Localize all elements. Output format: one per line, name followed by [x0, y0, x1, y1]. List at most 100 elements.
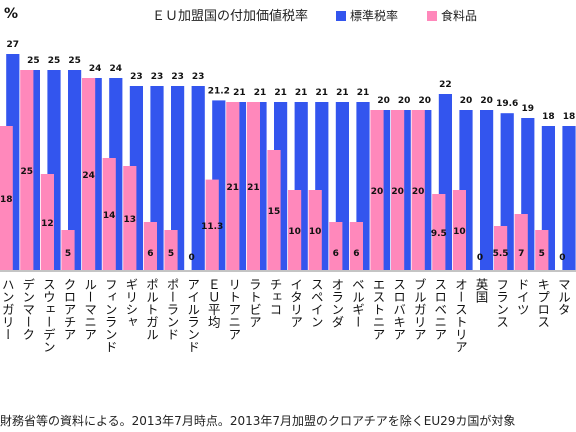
category-label-14: イタリア — [288, 278, 303, 328]
bar-food-15 — [308, 190, 322, 270]
category-label-19: スロバキア — [391, 278, 406, 341]
bar-food-3 — [61, 230, 75, 270]
category-label-21: スロベニア — [432, 278, 447, 341]
label-standard-22: 20 — [460, 96, 473, 106]
category-label-15: スペイン — [309, 278, 324, 328]
category-label-8: ポーランド — [165, 278, 180, 341]
label-food-21: 9.5 — [431, 229, 447, 239]
label-food-10: 11.3 — [201, 222, 223, 232]
category-label-22: オーストリア — [453, 278, 468, 353]
label-standard-23: 20 — [480, 96, 493, 106]
label-food-23: 0 — [477, 253, 483, 263]
y-axis-unit: % — [4, 6, 18, 22]
legend: 標準税率 食料品 — [336, 8, 477, 23]
label-standard-4: 24 — [89, 64, 102, 74]
label-standard-17: 21 — [357, 88, 370, 98]
bar-food-14 — [288, 190, 302, 270]
label-standard-3: 25 — [68, 56, 81, 66]
bar-food-16 — [329, 222, 343, 270]
label-standard-27: 18 — [563, 112, 576, 122]
category-label-12: ラトビア — [247, 278, 262, 328]
label-standard-0: 27 — [7, 40, 20, 50]
bar-food-1 — [20, 70, 34, 270]
bar-food-13 — [267, 150, 281, 270]
label-standard-15: 21 — [316, 88, 329, 98]
label-food-7: 6 — [147, 249, 153, 259]
label-standard-12: 21 — [254, 88, 267, 98]
label-food-20: 20 — [412, 187, 425, 197]
bar-food-2 — [40, 174, 54, 270]
label-food-14: 10 — [288, 227, 301, 237]
label-food-16: 6 — [333, 249, 339, 259]
label-standard-11: 21 — [233, 88, 246, 98]
bar-food-12 — [246, 102, 260, 270]
label-food-4: 24 — [82, 171, 95, 181]
bar-food-18 — [370, 110, 384, 270]
category-label-27: マルタ — [556, 278, 571, 316]
bars-group: 27 18 25 25 25 12 25 5 24 24 24 14 23 13 23 6 23 5 23 0 21.2… — [0, 40, 576, 271]
label-standard-16: 21 — [336, 88, 349, 98]
category-labels-group: ハンガリー デンマーク スウェーデン クロアチア ルーマニア フィンランド ギリシャ ポルトガ… — [0, 277, 571, 353]
category-label-0: ハンガリー — [0, 278, 15, 341]
label-standard-10: 21.2 — [208, 86, 230, 96]
bar-food-10 — [205, 179, 219, 270]
bar-standard-23 — [480, 110, 494, 270]
category-label-24: フランス — [494, 278, 509, 328]
label-standard-18: 20 — [377, 96, 390, 106]
category-label-6: ギリシャ — [123, 278, 138, 328]
label-food-25: 7 — [518, 249, 524, 259]
label-standard-19: 20 — [398, 96, 411, 106]
bar-food-24 — [494, 226, 508, 270]
bar-food-7 — [143, 222, 157, 270]
label-food-13: 15 — [268, 207, 281, 217]
category-label-7: ポルトガル — [144, 278, 159, 341]
label-food-3: 5 — [65, 249, 71, 259]
label-standard-25: 19 — [522, 104, 535, 114]
label-standard-24: 19.6 — [496, 99, 518, 109]
bar-food-0 — [0, 126, 13, 270]
label-food-17: 6 — [353, 249, 359, 259]
bar-food-19 — [391, 110, 405, 270]
chart-title: ＥＵ加盟国の付加価値税率 — [152, 8, 308, 24]
category-label-13: チェコ — [268, 278, 283, 316]
label-food-6: 13 — [124, 215, 137, 225]
legend-swatch-standard — [336, 11, 346, 21]
bar-food-11 — [226, 102, 240, 270]
label-food-0: 18 — [0, 195, 12, 205]
label-food-12: 21 — [247, 183, 260, 193]
category-label-23: 英国 — [474, 278, 489, 303]
label-standard-20: 20 — [419, 96, 432, 106]
bar-food-22 — [452, 190, 466, 270]
label-standard-21: 22 — [439, 80, 452, 90]
category-label-26: キプロス — [535, 278, 550, 328]
label-food-5: 14 — [103, 211, 116, 221]
label-standard-5: 24 — [110, 64, 123, 74]
label-food-11: 21 — [227, 183, 240, 193]
bar-food-21 — [432, 194, 446, 270]
bar-food-5 — [102, 158, 116, 270]
label-food-1: 25 — [21, 167, 34, 177]
category-label-25: ドイツ — [515, 278, 530, 316]
category-label-9: アイルランド — [185, 278, 200, 353]
label-food-24: 5.5 — [493, 249, 509, 259]
legend-swatch-food — [427, 11, 437, 21]
bar-food-25 — [514, 214, 528, 270]
label-standard-6: 23 — [130, 72, 143, 82]
label-standard-2: 25 — [48, 56, 61, 66]
source-note: 財務省等の資料による。2013年7月時点。2013年7月加盟のクロアチアを除くE… — [0, 414, 516, 428]
bar-standard-27 — [562, 126, 576, 270]
label-standard-1: 25 — [27, 56, 40, 66]
bar-food-17 — [349, 222, 363, 270]
bar-food-20 — [411, 110, 425, 270]
category-label-11: リトアニア — [226, 278, 241, 341]
category-label-1: デンマーク — [20, 278, 35, 341]
label-food-2: 12 — [41, 219, 54, 229]
category-label-3: クロアチア — [62, 278, 77, 341]
label-food-15: 10 — [309, 227, 322, 237]
bar-food-8 — [164, 230, 178, 270]
label-food-8: 5 — [168, 249, 174, 259]
category-label-5: フィンランド — [103, 278, 118, 353]
label-food-26: 5 — [539, 249, 545, 259]
category-label-16: オランダ — [329, 278, 344, 328]
